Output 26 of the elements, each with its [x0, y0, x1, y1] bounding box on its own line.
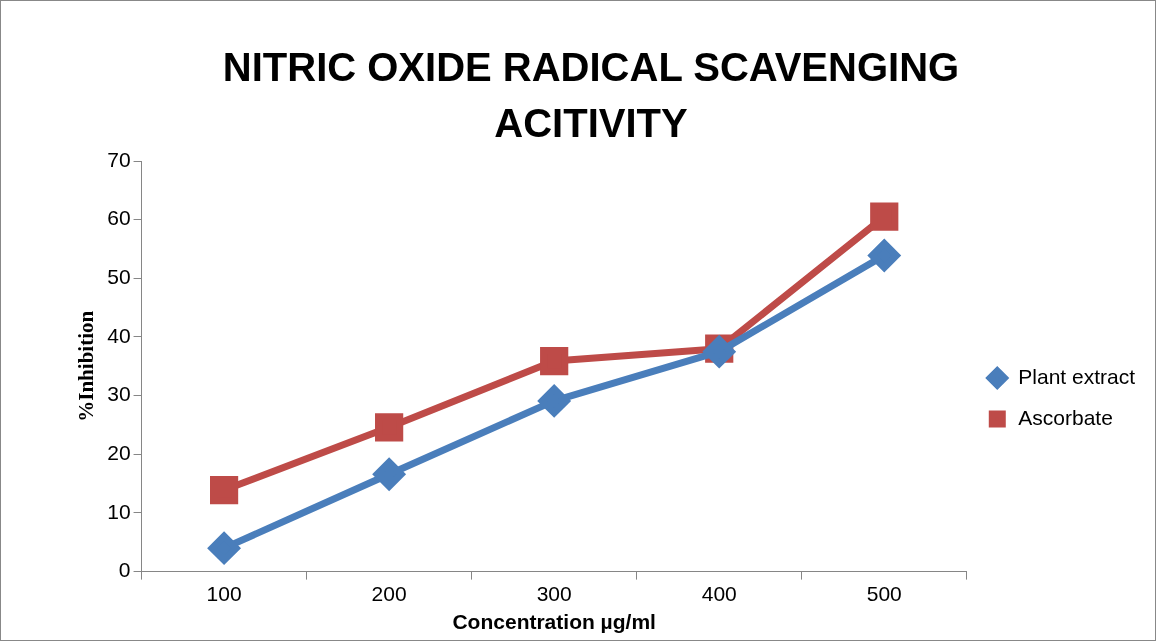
y-axis-title: %Inhibition [74, 310, 99, 422]
x-axis-title: Concentration µg/ml [452, 610, 656, 634]
y-tick-label: 50 [107, 265, 131, 289]
y-tick-label: 40 [107, 323, 131, 347]
y-tick-label: 70 [107, 147, 131, 171]
y-tick-label: 30 [107, 382, 131, 406]
point [375, 413, 404, 442]
point [870, 202, 899, 231]
chart-title: NITRIC OXIDE RADICAL SCAVENGING ACITIVITY [221, 44, 961, 147]
x-tick-label: 500 [866, 582, 902, 605]
y-tick-label: 0 [118, 558, 131, 582]
point [868, 239, 900, 271]
y-tick-label: 20 [107, 441, 131, 465]
legend-label: Ascorbate [1018, 405, 1113, 429]
x-tick-label: 400 [701, 582, 737, 605]
y-tick-label: 10 [107, 499, 131, 523]
y-tick-label: 60 [107, 206, 131, 230]
point [209, 475, 239, 505]
point [373, 458, 405, 490]
x-tick-label: 200 [371, 582, 407, 605]
x-tick-label: 300 [536, 582, 572, 605]
point [208, 532, 240, 564]
legend-label: Plant extract [1018, 364, 1136, 388]
x-tick-label: 100 [206, 582, 242, 605]
point [538, 385, 570, 417]
point [540, 346, 569, 376]
